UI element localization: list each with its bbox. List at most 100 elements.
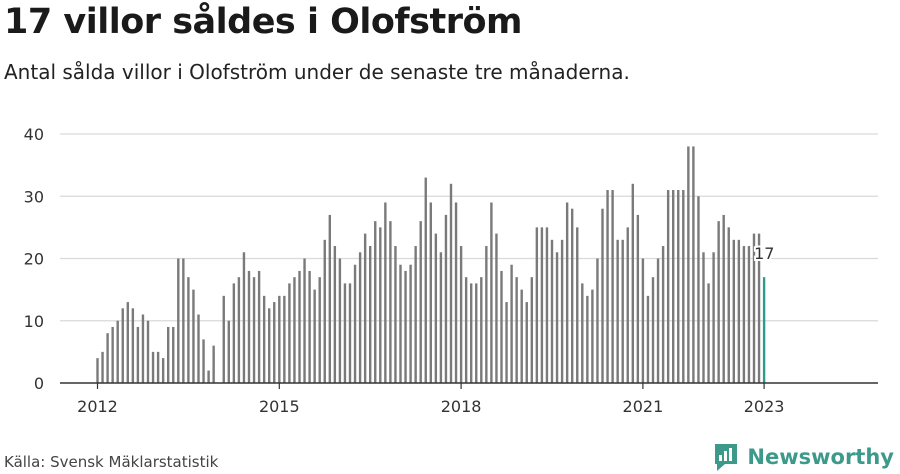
bar <box>111 326 114 383</box>
bar <box>202 339 205 383</box>
bar <box>626 227 629 383</box>
bar <box>101 351 104 383</box>
bar <box>353 264 357 383</box>
bar <box>576 227 579 383</box>
bar <box>475 283 478 383</box>
bar <box>247 270 251 383</box>
bar <box>520 289 523 383</box>
bar <box>515 277 518 383</box>
bar <box>328 214 331 383</box>
bar <box>116 320 119 383</box>
bar-highlight <box>762 277 766 383</box>
bar <box>702 252 705 383</box>
bar <box>439 252 443 383</box>
bar <box>641 258 645 383</box>
bar <box>242 252 246 383</box>
bar <box>424 177 427 383</box>
bars-layer <box>96 146 766 383</box>
bar <box>414 246 417 383</box>
y-tick-label: 20 <box>24 250 44 269</box>
bar <box>596 258 599 383</box>
y-tick-label: 40 <box>24 125 44 144</box>
bar <box>318 277 321 383</box>
x-tick-label: 2018 <box>441 397 482 416</box>
bar <box>156 351 160 383</box>
bar <box>121 308 124 383</box>
bar <box>470 283 473 383</box>
bar <box>601 208 604 383</box>
x-tick-label: 2021 <box>623 397 664 416</box>
bar <box>530 277 533 383</box>
axis-layer <box>60 382 878 389</box>
bar <box>464 277 468 383</box>
bar <box>207 370 210 383</box>
bar <box>146 320 150 383</box>
bar <box>757 233 761 383</box>
bar <box>268 308 271 383</box>
bar <box>651 277 655 383</box>
source-note: Källa: Svensk Mäklarstatistik <box>4 453 219 471</box>
bar <box>540 227 544 383</box>
bar <box>369 246 372 383</box>
bar <box>555 252 559 383</box>
bar <box>151 351 155 383</box>
bar <box>363 233 367 383</box>
bar <box>232 283 236 383</box>
bar <box>262 295 266 383</box>
bar <box>323 239 326 383</box>
bar <box>419 221 422 383</box>
bar <box>237 277 241 383</box>
bar <box>621 239 624 383</box>
bar <box>505 302 508 383</box>
bar <box>389 221 392 383</box>
bar <box>161 358 165 383</box>
bar <box>343 283 347 383</box>
bar <box>646 295 650 383</box>
bar <box>303 258 306 383</box>
bar <box>192 289 195 383</box>
bar <box>222 295 225 383</box>
y-tick-label: 0 <box>34 374 44 393</box>
bar <box>682 190 685 383</box>
bar <box>358 252 362 383</box>
bar <box>313 289 316 383</box>
x-tick-label: 2015 <box>259 397 300 416</box>
newsworthy-logo-icon <box>715 444 738 471</box>
bar <box>545 227 549 383</box>
bar <box>656 258 660 383</box>
bar <box>737 239 741 383</box>
bar <box>131 308 135 383</box>
bar <box>560 239 564 383</box>
bar <box>409 264 412 383</box>
bar <box>399 264 402 383</box>
brand-name: Newsworthy <box>747 445 894 469</box>
bar <box>454 202 458 383</box>
bar <box>606 190 609 383</box>
bar <box>394 246 397 383</box>
bar <box>308 270 311 383</box>
bar <box>298 270 301 383</box>
bar <box>444 214 448 383</box>
x-tick-label: 2023 <box>744 397 785 416</box>
bar <box>677 190 680 383</box>
bar <box>187 277 190 383</box>
bar <box>212 345 215 383</box>
bar <box>742 246 746 383</box>
bar <box>500 270 503 383</box>
bar <box>177 258 180 383</box>
bar <box>333 246 337 383</box>
bar <box>338 258 342 383</box>
bar <box>550 239 554 383</box>
bar <box>672 190 675 383</box>
bar <box>747 246 751 383</box>
bar <box>591 289 594 383</box>
bar <box>697 196 700 383</box>
data-label-last: 17 <box>754 244 774 263</box>
bar <box>571 208 574 383</box>
bar <box>692 146 695 383</box>
bar <box>167 326 170 383</box>
bar <box>288 283 291 383</box>
brand-logo: Newsworthy <box>713 442 894 472</box>
bar <box>616 239 619 383</box>
bar <box>586 295 589 383</box>
